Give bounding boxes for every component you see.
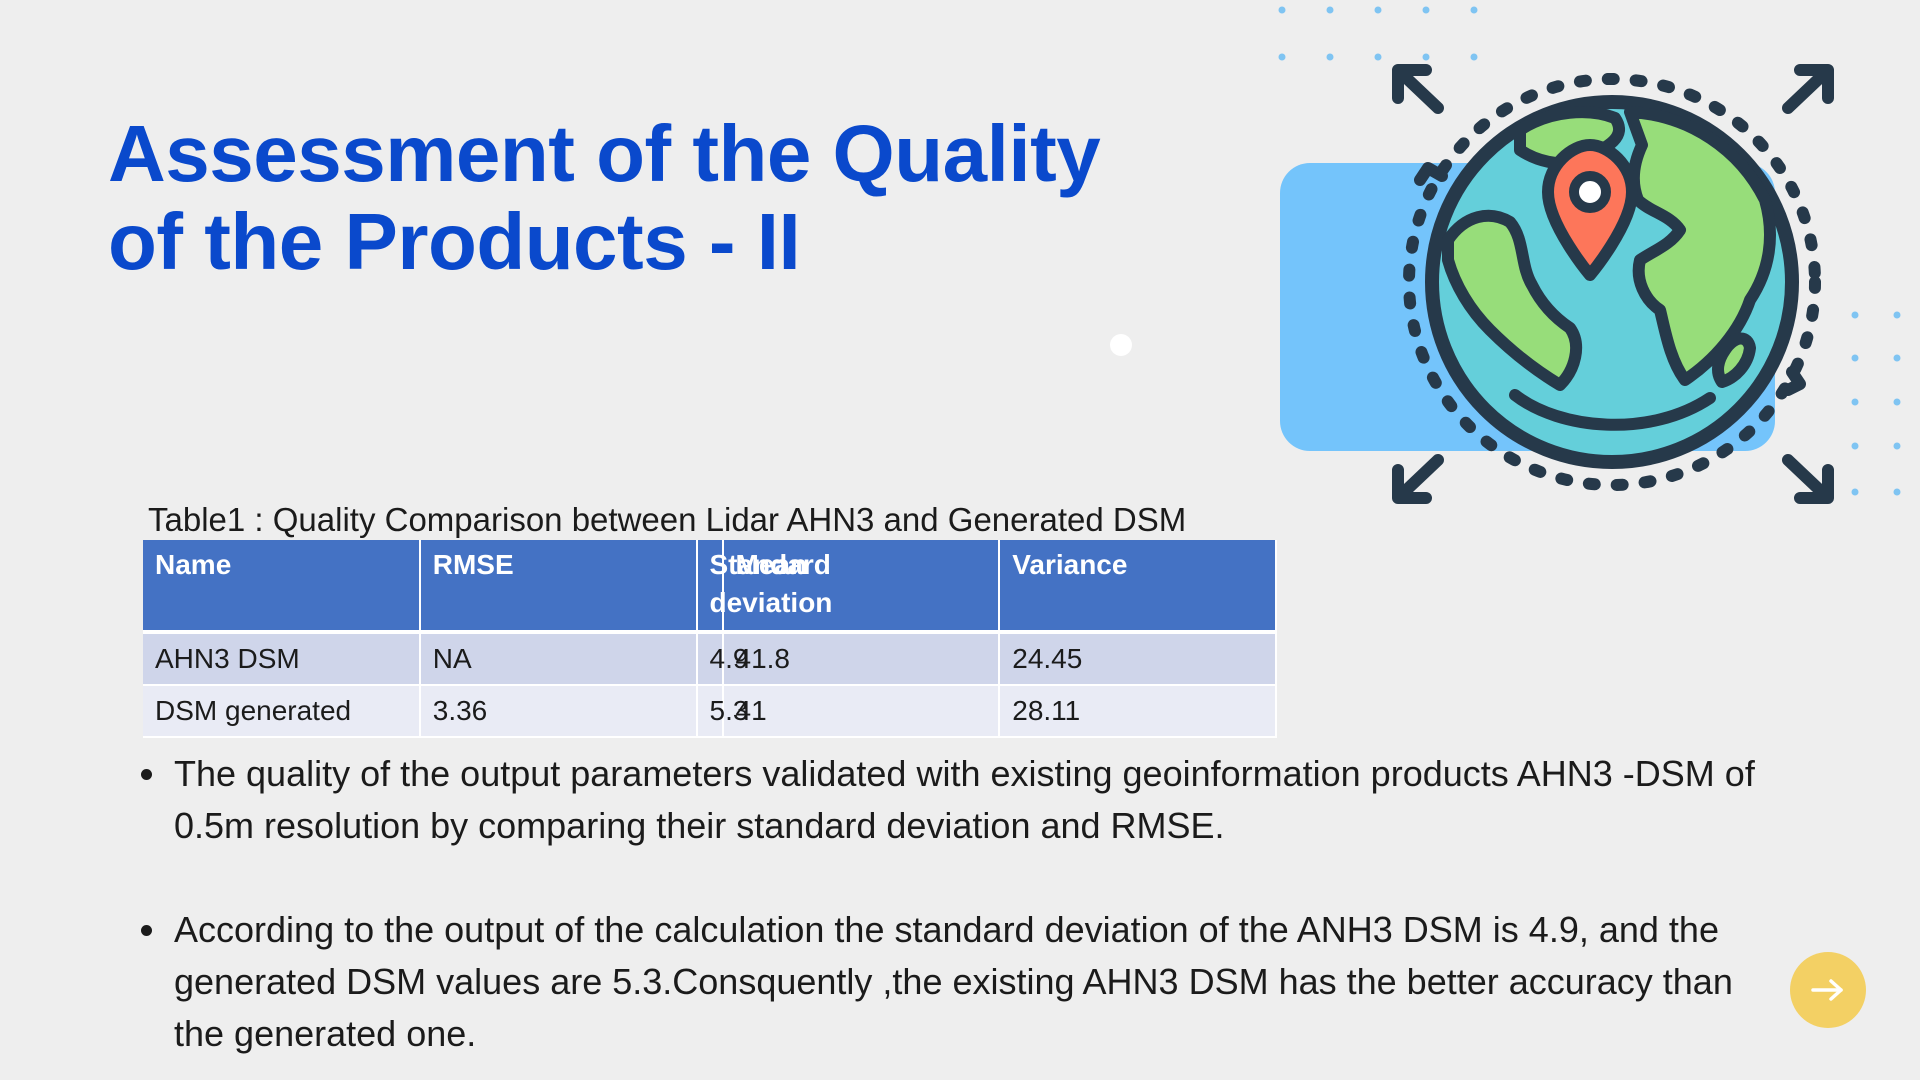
table-cell: 28.11 [999, 685, 1277, 738]
globe-shadow-line [1509, 389, 1716, 431]
table-cell: 41.8 [722, 632, 1001, 686]
pin-center [1569, 171, 1611, 213]
table-header-cell: Variance [999, 540, 1277, 634]
orbit-ring [1403, 73, 1821, 491]
table-header-cell: RMSE [419, 540, 698, 634]
title-line-2: of the Products - II [108, 197, 801, 286]
table-cell: 4.9 [696, 632, 748, 686]
table-cell: 3.36 [419, 685, 698, 738]
globe-location-icon [1278, 6, 1901, 504]
table-cell: DSM generated [143, 685, 421, 738]
next-slide-button[interactable] [1790, 952, 1866, 1028]
title-line-1: Assessment of the Quality [108, 109, 1101, 198]
table-header-cell: Standard deviation [696, 540, 832, 634]
bullet-list: The quality of the output parameters val… [138, 748, 1770, 1060]
table-cell: 24.45 [999, 632, 1277, 686]
globe-land [1442, 106, 1776, 391]
bullet-item: The quality of the output parameters val… [170, 748, 1770, 852]
table-cell: NA [419, 632, 698, 686]
expand-arrows-icon [1392, 64, 1834, 504]
decorative-dot [1110, 334, 1132, 356]
table-cell: 5.3 [696, 685, 748, 738]
table-row: DSM generated 3.36 5.3 41 28.11 [143, 685, 1277, 738]
slide-title: Assessment of the Quality of the Products… [108, 110, 1158, 286]
table-header-row: Name RMSE Standard deviation Mean Varian… [143, 540, 1277, 634]
table-cell: 41 [722, 685, 1001, 738]
dot-grid-right [1851, 311, 1901, 496]
dot-grid-top [1278, 6, 1478, 61]
quality-comparison-table: Name RMSE Standard deviation Mean Varian… [143, 540, 1277, 738]
table-header-cell: Name [143, 540, 421, 634]
table-cell: AHN3 DSM [143, 632, 421, 686]
bullet-item: According to the output of the calculati… [170, 904, 1770, 1060]
table-header-cell: Mean [722, 540, 1001, 634]
arrow-right-icon [1811, 979, 1843, 1001]
table-row: AHN3 DSM NA 4.9 41.8 24.45 [143, 632, 1277, 686]
table-caption: Table1 : Quality Comparison between Lida… [148, 501, 1187, 538]
